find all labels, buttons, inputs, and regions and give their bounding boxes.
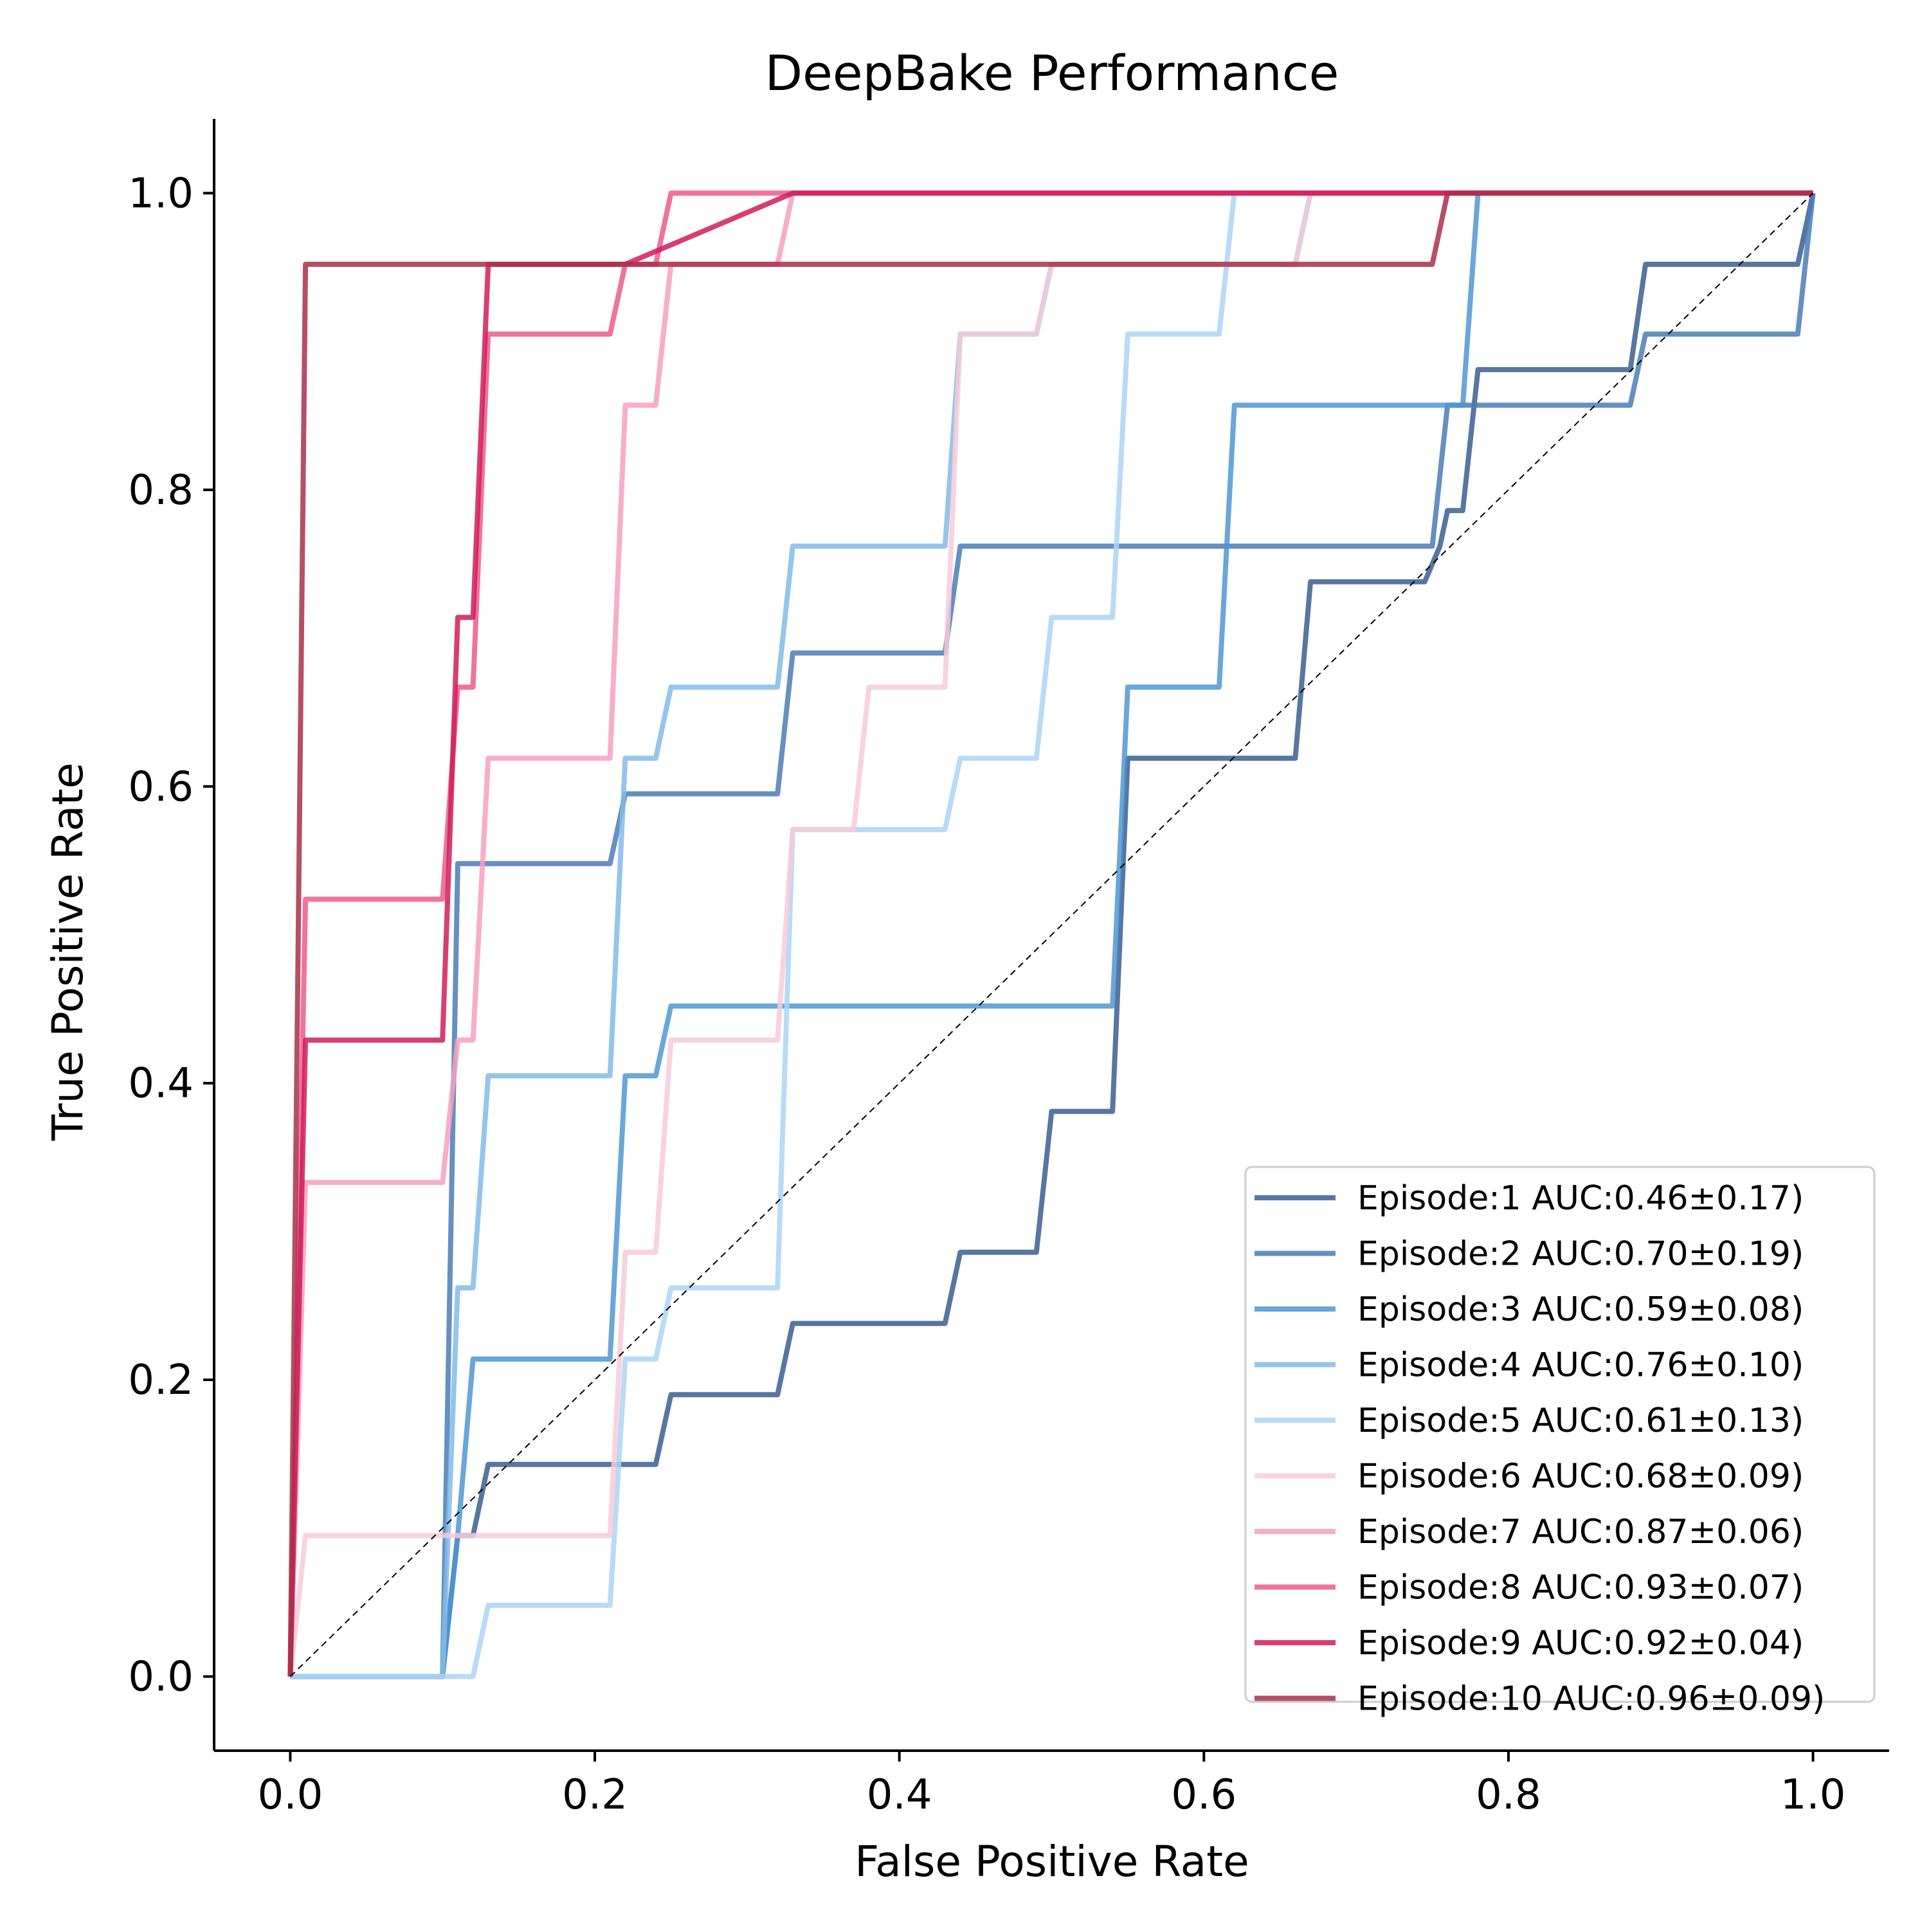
series-line-episode-1 — [290, 192, 1816, 1679]
y-tick-label: 0.8 — [128, 467, 194, 514]
x-tick-label: 0.4 — [867, 1771, 932, 1819]
x-tick-label: 0.6 — [1171, 1771, 1236, 1819]
y-axis-label: True Positive Rate — [43, 763, 93, 1141]
x-tick-label: 0.0 — [258, 1771, 323, 1819]
legend-label-episode-4: Episode:4 AUC:0.76±0.10) — [1357, 1346, 1804, 1385]
legend-label-episode-1: Episode:1 AUC:0.46±0.17) — [1357, 1179, 1804, 1218]
legend-label-episode-5: Episode:5 AUC:0.61±0.13) — [1357, 1402, 1804, 1440]
series-line-episode-8 — [287, 190, 1813, 1677]
y-tick-label: 0.6 — [128, 763, 194, 811]
y-tick-label: 0.2 — [128, 1357, 194, 1404]
legend-label-episode-7: Episode:7 AUC:0.87±0.06) — [1357, 1513, 1804, 1551]
legend-label-episode-8: Episode:8 AUC:0.93±0.07) — [1357, 1569, 1804, 1607]
x-tick-label: 0.8 — [1476, 1771, 1541, 1819]
series-line-episode-3 — [290, 190, 1813, 1679]
y-tick-label: 0.4 — [128, 1060, 194, 1108]
legend-label-episode-2: Episode:2 AUC:0.70±0.19) — [1357, 1235, 1804, 1274]
series-line-episode-10 — [287, 190, 1813, 1677]
y-tick-label: 1.0 — [128, 170, 194, 217]
chance-diagonal — [289, 192, 1814, 1677]
series-line-episode-9 — [287, 190, 1813, 1677]
x-tick-label: 1.0 — [1780, 1771, 1846, 1819]
legend: Episode:1 AUC:0.46±0.17) Episode:2 AUC:0.… — [1244, 1166, 1876, 1719]
legend-label-episode-10: Episode:10 AUC:0.96±0.09) — [1357, 1680, 1825, 1719]
series-line-episode-5 — [290, 190, 1813, 1679]
legend-label-episode-6: Episode:6 AUC:0.68±0.09) — [1357, 1458, 1804, 1496]
legend-label-episode-9: Episode:9 AUC:0.92±0.04) — [1357, 1624, 1804, 1663]
y-tick-label: 0.0 — [128, 1654, 194, 1701]
x-axis-label: False Positive Rate — [855, 1837, 1249, 1886]
legend-label-episode-3: Episode:3 AUC:0.59±0.08) — [1357, 1290, 1804, 1329]
chart-title: DeepBake Performance — [765, 44, 1339, 102]
legend-frame — [1244, 1166, 1876, 1703]
x-tick-label: 0.2 — [562, 1771, 628, 1819]
